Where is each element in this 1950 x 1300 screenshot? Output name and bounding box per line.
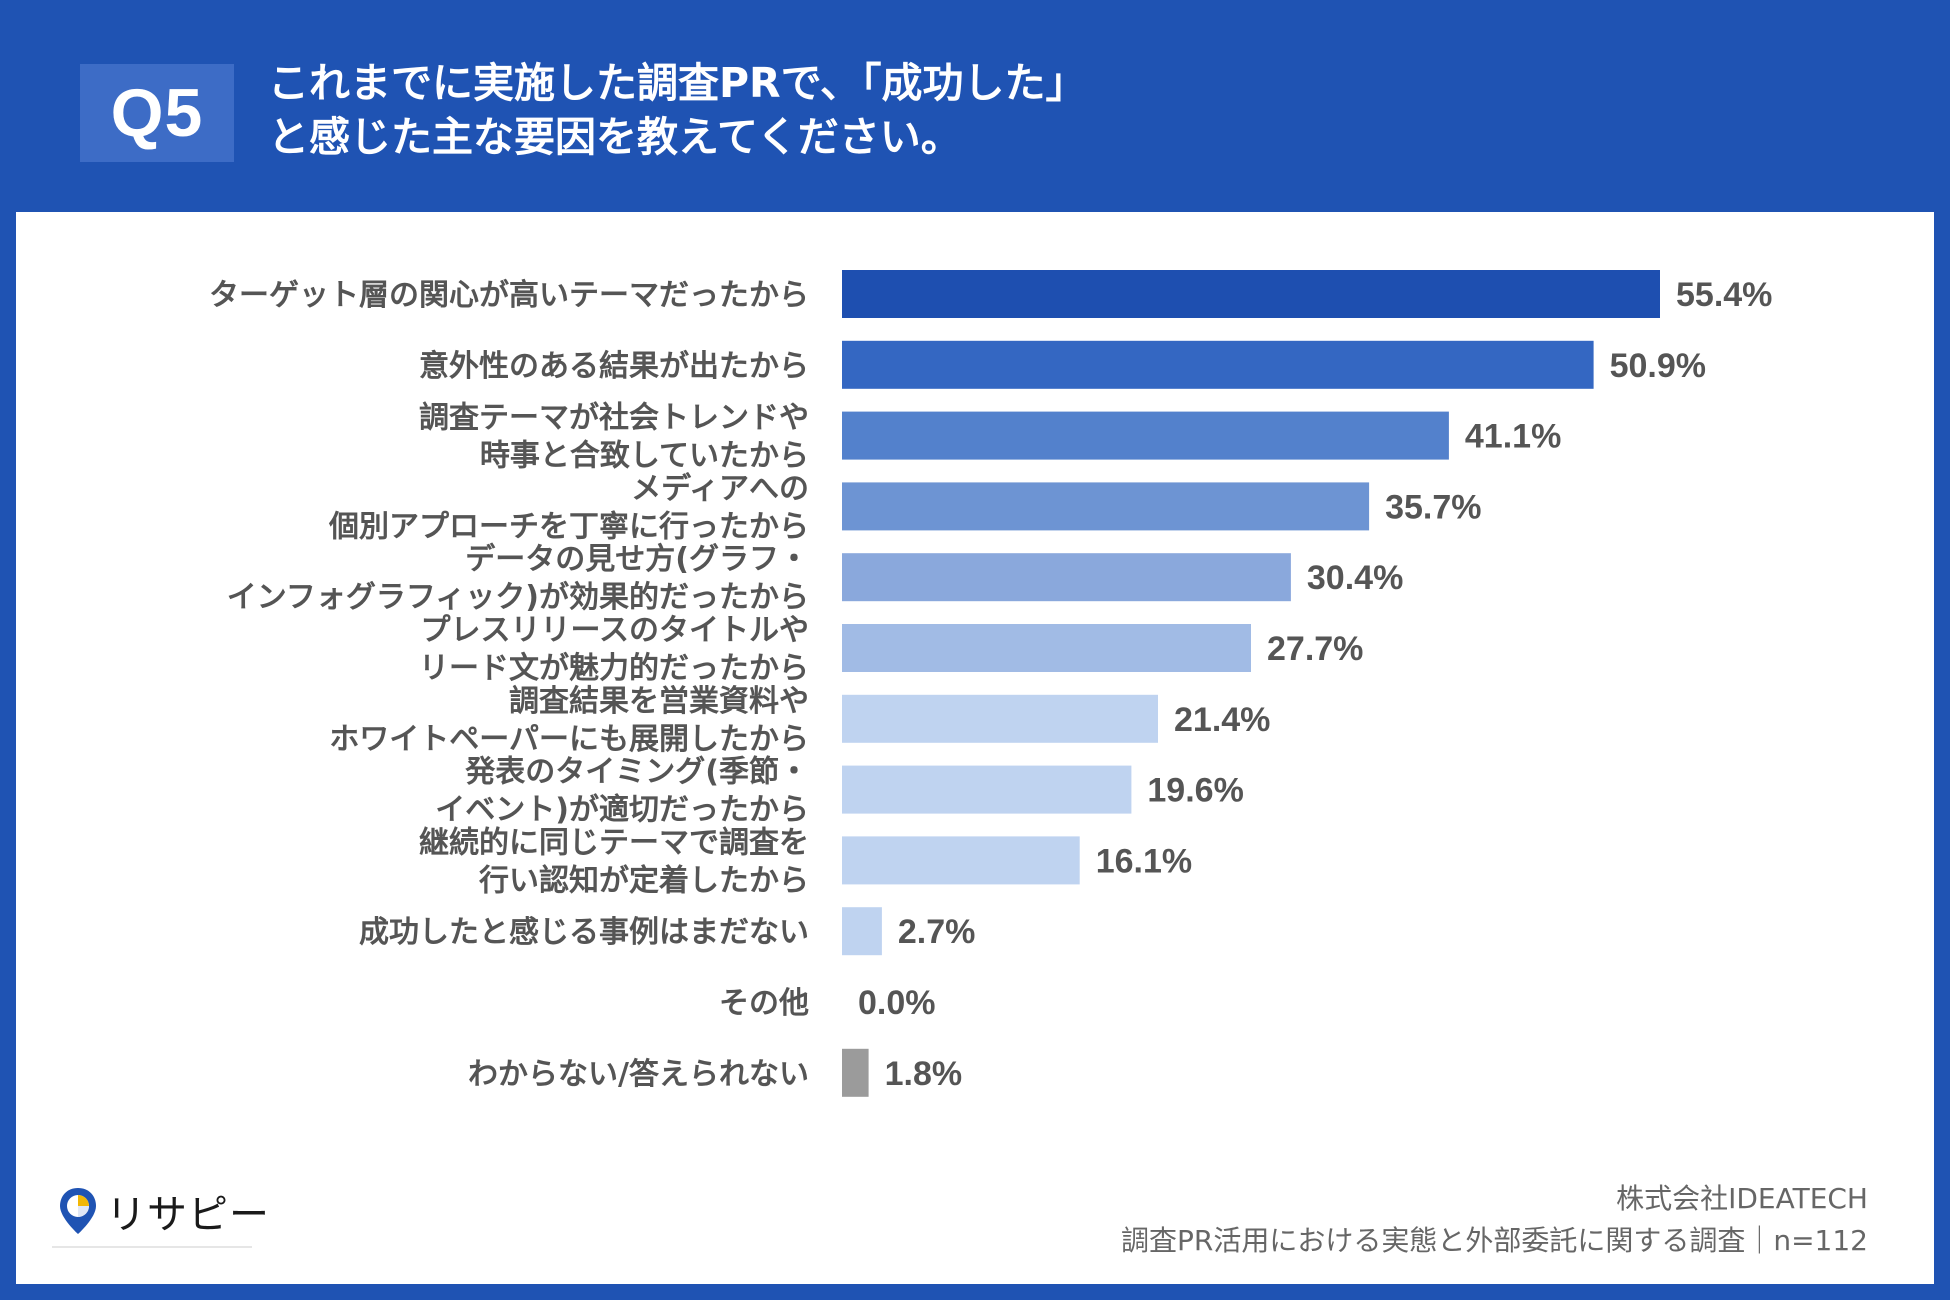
category-label-3-line2: 時事と合致していたから: [480, 439, 809, 474]
category-label-6-line1: プレスリリースのタイトルや: [421, 613, 810, 648]
value-label-6: 27.7%: [1267, 630, 1363, 668]
value-label-9: 16.1%: [1096, 842, 1192, 880]
category-label-2: 意外性のある結果が出たから: [419, 349, 809, 384]
company-name: 株式会社IDEATECH: [1616, 1182, 1868, 1215]
value-label-10: 2.7%: [898, 913, 976, 951]
bar-chart: 55.4% ターゲット層の関心が高いテーマだったから 50.9% 意外性のある結果が出…: [209, 270, 1772, 1097]
value-label-4: 35.7%: [1385, 488, 1481, 526]
value-label-12: 1.8%: [885, 1055, 963, 1093]
credits: 株式会社IDEATECH 調査PR活用における実態と外部委託に関する調査｜n=1…: [1121, 1178, 1868, 1262]
category-label-7-line1: 調査結果を営業資料や: [509, 684, 809, 719]
category-label-4-line1: メディアへの: [631, 471, 809, 506]
category-label-9-line1: 継続的に同じテーマで調査を: [419, 825, 809, 860]
category-label-8-line1: 発表のタイミング(季節・: [464, 755, 809, 790]
value-label-7: 21.4%: [1174, 701, 1270, 739]
header: Q5 これまでに実施した調査PRで、「成功した」 と感じた主な要因を教えてくださ…: [0, 0, 1950, 212]
category-label-3-line1: 調査テーマが社会トレンドや: [419, 401, 809, 436]
category-label-8-line2: イベント)が適切だったから: [435, 793, 809, 828]
logo-text: リサピー: [106, 1192, 270, 1238]
category-label-4-line2: 個別アプローチを丁寧に行ったから: [328, 509, 809, 544]
question-title-line2: と感じた主な要因を教えてください。: [268, 113, 962, 161]
location-pin-icon: [60, 1188, 96, 1234]
category-label-9-line2: 行い認知が定着したから: [478, 863, 809, 898]
category-label-5-line2: インフォグラフィック)が効果的だったから: [227, 580, 809, 615]
bar-8: [842, 765, 1132, 814]
value-label-5: 30.4%: [1307, 559, 1403, 597]
value-label-11: 0.0%: [858, 984, 936, 1022]
bar-2: [842, 340, 1594, 389]
category-label-1: ターゲット層の関心が高いテーマだったから: [209, 278, 809, 313]
category-label-7-line2: ホワイトペーパーにも展開したから: [329, 722, 809, 757]
value-label-1: 55.4%: [1676, 276, 1772, 314]
question-title: これまでに実施した調査PRで、「成功した」 と感じた主な要因を教えてください。: [268, 56, 1086, 164]
value-label-8: 19.6%: [1147, 772, 1243, 810]
survey-info: 調査PR活用における実態と外部委託に関する調査｜n=112: [1121, 1224, 1868, 1257]
value-label-2: 50.9%: [1610, 347, 1706, 385]
chart-panel: 55.4% ターゲット層の関心が高いテーマだったから 50.9% 意外性のある結果が出…: [16, 212, 1934, 1284]
bar-12: [842, 1048, 869, 1097]
logo-underline: [52, 1246, 252, 1248]
bar-1: [842, 270, 1660, 318]
category-label-11: その他: [719, 986, 809, 1021]
question-badge: Q5: [80, 64, 234, 162]
bar-5: [842, 553, 1291, 602]
bar-3: [842, 411, 1449, 460]
bar-7: [842, 694, 1158, 743]
bar-4: [842, 482, 1370, 531]
bar-9: [842, 836, 1080, 885]
category-label-12: わからない/答えられない: [468, 1057, 809, 1092]
category-label-5-line1: データの見せ方(グラフ・: [465, 542, 809, 577]
question-title-line1: これまでに実施した調査PRで、「成功した」: [268, 59, 1087, 107]
bar-10: [842, 907, 882, 956]
risapy-logo: リサピー: [58, 1184, 270, 1238]
value-label-3: 41.1%: [1465, 418, 1561, 456]
category-label-10: 成功したと感じる事例はまだない: [359, 915, 809, 950]
category-label-6-line2: リード文が魅力的だったから: [419, 651, 809, 686]
bar-6: [842, 624, 1251, 672]
